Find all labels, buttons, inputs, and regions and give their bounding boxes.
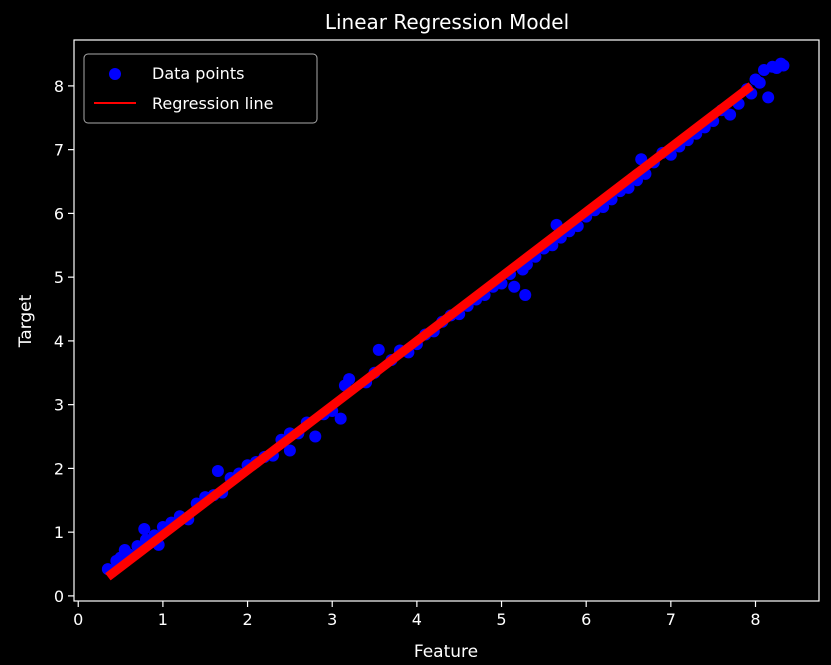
data-point-96	[777, 59, 790, 72]
x-tick-label-2: 2	[242, 610, 252, 629]
legend: Data points Regression line	[83, 53, 318, 124]
x-tick-label-0: 0	[73, 610, 83, 629]
x-tick-label-3: 3	[327, 610, 337, 629]
x-axis-label: Feature	[414, 642, 478, 662]
data-point-18	[211, 464, 224, 477]
y-tick-label-1: 1	[54, 523, 64, 542]
regression-line	[105, 82, 755, 581]
chart-title: Linear Regression Model	[325, 10, 569, 34]
y-tick-label-3: 3	[54, 396, 64, 415]
legend-label-data-points: Data points	[152, 64, 244, 83]
data-point-92	[762, 91, 775, 104]
axes	[73, 39, 820, 602]
x-tick-label-4: 4	[412, 610, 422, 629]
x-tick-label-1: 1	[158, 610, 168, 629]
x-tick-label-5: 5	[496, 610, 506, 629]
x-axis-ticks: 0 1 2 3 4 5 6 7 8	[73, 601, 761, 629]
data-point-39	[372, 343, 385, 356]
x-tick-label-7: 7	[666, 610, 676, 629]
legend-box	[83, 53, 318, 124]
y-tick-label-6: 6	[54, 204, 64, 223]
y-tick-label-8: 8	[54, 77, 64, 96]
data-point-90	[753, 76, 766, 89]
y-tick-label-2: 2	[54, 459, 64, 478]
y-axis-label: Target	[16, 294, 36, 348]
legend-marker-data-points	[109, 68, 121, 80]
y-tick-label-0: 0	[54, 587, 64, 606]
data-point-55	[508, 280, 521, 293]
data-point-7	[138, 522, 151, 535]
x-tick-label-8: 8	[750, 610, 760, 629]
legend-label-regression-line: Regression line	[152, 94, 273, 113]
y-tick-label-4: 4	[54, 332, 64, 351]
data-point-36	[343, 373, 356, 386]
data-point-85	[724, 108, 737, 121]
axes-frame	[73, 39, 820, 602]
regression-line-layer	[105, 82, 755, 581]
y-axis-ticks: 0 1 2 3 4 5 6 7 8	[54, 77, 74, 606]
y-tick-label-7: 7	[54, 141, 64, 160]
data-point-28	[283, 444, 296, 457]
data-point-57	[519, 289, 532, 301]
x-tick-label-6: 6	[581, 610, 591, 629]
data-point-34	[334, 412, 347, 425]
data-point-31	[309, 430, 322, 443]
y-tick-label-5: 5	[54, 268, 64, 287]
